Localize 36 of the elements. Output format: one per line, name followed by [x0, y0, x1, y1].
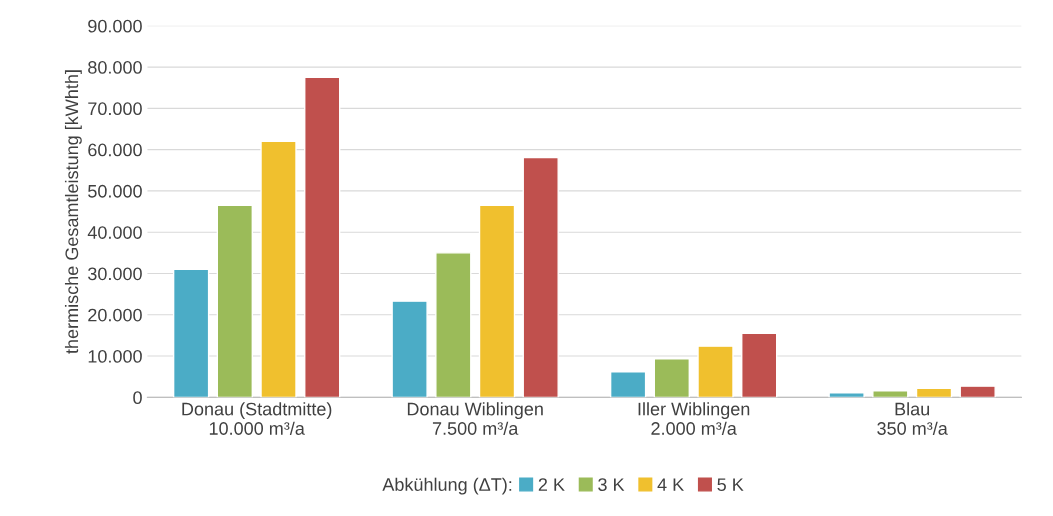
legend-label: 4 K: [657, 478, 684, 491]
bar: [260, 140, 297, 398]
bar: [609, 371, 647, 398]
legend-label: 2 K: [538, 478, 565, 491]
y-tick-label: 0: [133, 391, 142, 405]
y-tick-label: 20.000: [88, 308, 142, 322]
y-tick-label: 80.000: [88, 61, 142, 74]
y-tick-label: 90.000: [88, 19, 142, 33]
bar: [915, 387, 953, 398]
bar: [959, 385, 996, 398]
bar: [304, 76, 341, 398]
bar: [216, 204, 253, 398]
bar: [172, 268, 210, 398]
bar: [391, 300, 428, 398]
x-tick-label: Iller Wiblingen 2.000 m³/a: [638, 402, 750, 435]
bar: [828, 392, 865, 398]
y-tick-label: 50.000: [88, 184, 142, 198]
x-tick-label: Donau (Stadtmitte) 10.000 m³/a: [182, 402, 332, 435]
x-tick-label: Donau Wiblingen 7.500 m³/a: [407, 402, 543, 435]
legend-label: 5 K: [717, 478, 744, 492]
legend-label: 3 K: [598, 478, 625, 492]
y-tick-label: 10.000: [88, 349, 142, 363]
y-axis-title: thermische Gesamtleistung [kWhth]: [64, 70, 82, 354]
y-tick-label: 60.000: [88, 143, 142, 157]
bar: [741, 332, 778, 398]
bar: [478, 204, 516, 398]
bar: [872, 390, 909, 398]
y-tick-label: 70.000: [88, 102, 142, 116]
bar: [653, 358, 690, 398]
legend-title: Abkühlung (ΔT):: [382, 477, 512, 495]
y-tick-label: 30.000: [88, 267, 142, 281]
x-tick-label: Blau 350 m³/a: [877, 402, 948, 435]
bar: [522, 156, 559, 398]
y-tick-label: 40.000: [87, 226, 142, 239]
bar: [697, 345, 734, 398]
bar: [435, 252, 472, 398]
